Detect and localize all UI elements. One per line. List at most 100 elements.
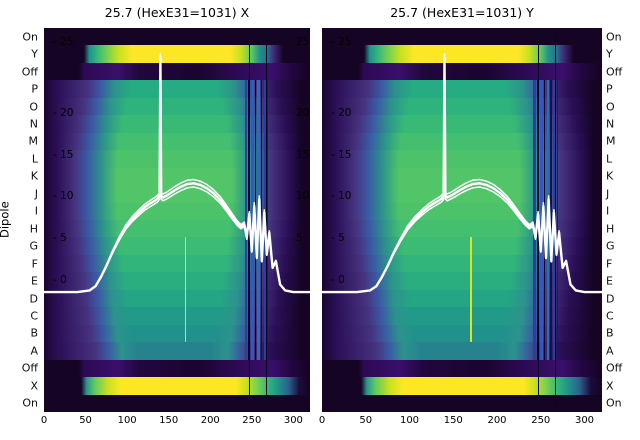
- heatmap-row-p-3: [44, 80, 310, 99]
- heatmap-row-x-20: [44, 377, 310, 396]
- category-label-n-5: N: [29, 117, 38, 131]
- category-label-c-16: C: [30, 309, 38, 323]
- heatmap-row-m-6: [44, 132, 310, 151]
- heatmap-row-x-20: [322, 377, 602, 396]
- category-label-off-19: Off: [21, 361, 38, 375]
- category-label-o-4: O: [29, 100, 38, 114]
- heatmap-row-j-9: [322, 185, 602, 204]
- category-label-n-5: N: [606, 117, 615, 131]
- category-label-l-7: L: [606, 152, 613, 166]
- heatmap-vertical-stripe-8: [556, 80, 558, 360]
- heatmap-row-e-14: [322, 272, 602, 291]
- heatmap-row-g-12: [44, 237, 310, 256]
- heatmap-row-o-4: [44, 97, 310, 116]
- heatmap-vertical-stripe-8: [266, 80, 268, 360]
- x-tick-label-150: 150: [159, 415, 179, 426]
- heatmap-row-m-6: [322, 132, 602, 151]
- inner-y-tick-label: - 0: [53, 273, 67, 286]
- category-label-b-17: B: [606, 326, 614, 340]
- heatmap-row-off-19: [44, 359, 310, 378]
- heatmap-row-b-17: [322, 324, 602, 343]
- category-label-off-2: Off: [606, 65, 623, 79]
- inner-y-tick-label: - 5: [331, 231, 345, 244]
- category-label-f-13: F: [31, 257, 38, 271]
- x-tick-label-50: 50: [359, 415, 373, 426]
- left-x-axis-ticks: 0 50 100 150 200 250 300: [40, 415, 310, 429]
- heatmap-row-a-18: [44, 342, 310, 361]
- heatmap-row-e-14: [44, 272, 310, 291]
- left-plot-title: 25.7 (HexE31=1031) X: [104, 5, 250, 20]
- x-tick-label-100: 100: [399, 415, 420, 426]
- heatmap-row-j-9: [44, 185, 310, 204]
- heatmap-vertical-stripe-1: [533, 80, 536, 360]
- inner-y-tick-label: - 15: [331, 148, 352, 161]
- heatmap-row-k-8: [44, 167, 310, 186]
- category-label-o-4: O: [606, 100, 615, 114]
- category-label-j-9: J: [34, 187, 38, 201]
- category-label-on-0: On: [606, 30, 622, 44]
- category-label-h-11: H: [29, 222, 38, 236]
- heatmap-vertical-stripe-10: [555, 28, 557, 412]
- category-label-on-21: On: [606, 396, 622, 410]
- heatmap-row-n-5: [322, 115, 602, 134]
- category-label-i-10: I: [606, 204, 610, 218]
- heatmap-row-on-21: [44, 394, 310, 412]
- x-tick-label-0: 0: [40, 415, 48, 426]
- category-label-p-3: P: [606, 82, 613, 96]
- heatmap-row-l-7: [322, 150, 602, 169]
- inner-y-tick-label: - 5: [53, 231, 67, 244]
- heatmap-row-b-17: [44, 324, 310, 343]
- x-tick-label-200: 200: [200, 415, 220, 426]
- category-label-off-2: Off: [21, 65, 38, 79]
- heatmap-row-a-18: [322, 342, 602, 361]
- heatmap-row-i-10: [44, 202, 310, 221]
- heatmap-row-on-0: [44, 28, 310, 47]
- heatmap-row-i-10: [322, 202, 602, 221]
- heatmap-row-o-4: [322, 97, 602, 116]
- category-label-a-18: A: [606, 344, 614, 358]
- x-tick-label-200: 200: [487, 415, 507, 426]
- x-tick-label-300: 300: [574, 415, 595, 426]
- heatmap-row-k-8: [322, 167, 602, 186]
- right-heatmap-plot: - 25 - 20 - 15 - 10 - 5 - 0: [322, 28, 602, 412]
- category-label-d-15: D: [29, 292, 38, 306]
- category-label-on-21: On: [22, 396, 38, 410]
- heatmap-row-d-15: [44, 289, 310, 308]
- category-label-e-14: E: [31, 274, 38, 288]
- category-label-k-8: K: [606, 169, 614, 183]
- category-label-on-0: On: [22, 30, 38, 44]
- heatmap-vertical-stripe-3: [539, 80, 543, 360]
- category-label-j-9: J: [606, 187, 610, 201]
- inner-y-tick-label: - 15: [53, 148, 74, 161]
- heatmap-row-on-21: [322, 394, 602, 412]
- heatmap-row-on-0: [322, 28, 602, 47]
- heatmap-row-off-19: [322, 359, 602, 378]
- x-tick-label-150: 150: [443, 415, 463, 426]
- category-label-k-8: K: [30, 169, 38, 183]
- category-label-d-15: D: [606, 292, 615, 306]
- inner-y-tick-label: - 20: [53, 106, 74, 119]
- heatmap-vertical-stripe-10: [265, 28, 267, 412]
- inner-y-tick-label: - 25: [331, 35, 352, 48]
- heatmap-vertical-stripe-0: [470, 237, 472, 343]
- inner-y-tick-label: - 0: [331, 273, 345, 286]
- heatmap-vertical-stripe-3: [250, 80, 254, 360]
- heatmap-row-p-3: [322, 80, 602, 99]
- heatmap-row-n-5: [44, 115, 310, 134]
- category-label-x-20: X: [30, 379, 38, 393]
- heatmap-row-y-1: [322, 45, 602, 64]
- category-label-y-1: Y: [606, 47, 613, 61]
- heatmap-vertical-stripe-6: [261, 80, 263, 360]
- x-tick-label-50: 50: [79, 415, 92, 426]
- category-label-e-14: E: [606, 274, 613, 288]
- category-label-h-11: H: [606, 222, 615, 236]
- heatmap-row-off-2: [322, 62, 602, 81]
- heatmap-row-off-2: [44, 62, 310, 81]
- overlay-curve: [322, 53, 602, 294]
- heatmap-row-l-7: [44, 150, 310, 169]
- category-label-l-7: L: [31, 152, 38, 166]
- x-tick-label-250: 250: [531, 415, 551, 426]
- category-label-g-12: G: [29, 239, 38, 253]
- category-label-i-10: I: [34, 204, 38, 218]
